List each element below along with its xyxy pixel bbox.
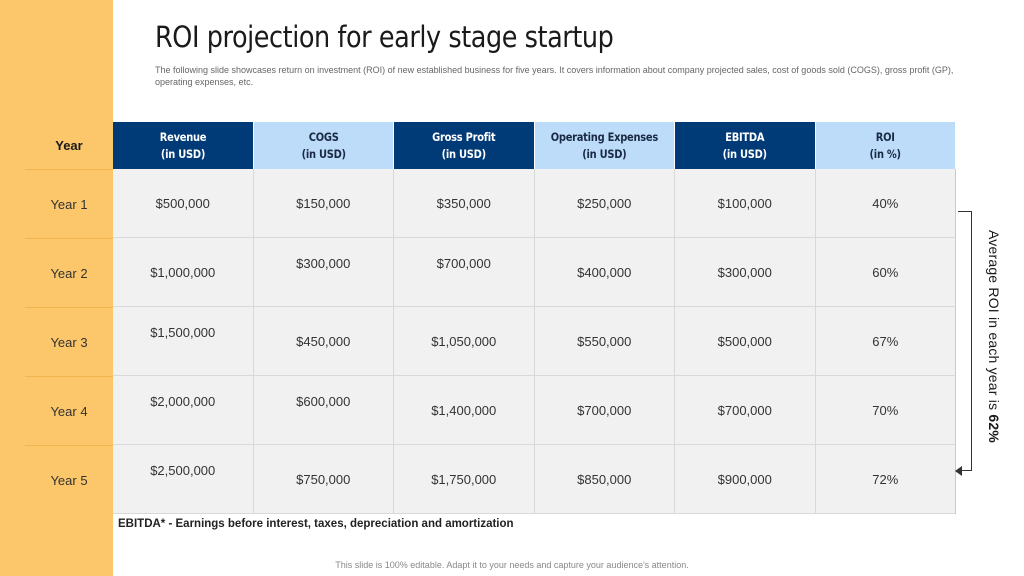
table-cell: $100,000: [675, 169, 816, 238]
table-cell: $750,000: [253, 445, 394, 514]
average-bracket: [958, 211, 972, 471]
table-cell: $300,000: [253, 238, 394, 307]
table-cell: $300,000: [675, 238, 816, 307]
average-roi-note: Average ROI in each year is 62%: [986, 230, 1002, 443]
table-cell: $150,000: [253, 169, 394, 238]
ebitda-footnote: EBITDA* - Earnings before interest, taxe…: [118, 518, 514, 530]
table-cell: $700,000: [534, 376, 675, 445]
roi-header: ROI (in %): [815, 122, 956, 169]
editable-note: This slide is 100% editable. Adapt it to…: [335, 560, 689, 570]
table-cell: 70%: [815, 376, 956, 445]
year-label: Year 4: [25, 376, 113, 445]
table-cell: $1,400,000: [394, 376, 535, 445]
table-cell: 72%: [815, 445, 956, 514]
table-cell: $900,000: [675, 445, 816, 514]
table-cell: $450,000: [253, 307, 394, 376]
average-roi-value: 62%: [986, 414, 1002, 443]
table-cell: $350,000: [394, 169, 535, 238]
table-cell: $400,000: [534, 238, 675, 307]
table-cell: 40%: [815, 169, 956, 238]
year-label: Year 2: [25, 238, 113, 307]
revenue-header: Revenue (in USD): [113, 122, 254, 169]
page-title: ROI projection for early stage startup: [155, 20, 614, 54]
table-cell: $700,000: [675, 376, 816, 445]
ebitda-header: EBITDA (in USD): [675, 122, 816, 169]
table-cell: $1,000,000: [113, 238, 254, 307]
year-column-header: Year: [25, 122, 113, 169]
table-cell: $850,000: [534, 445, 675, 514]
table-cell: $550,000: [534, 307, 675, 376]
table-cell: $600,000: [253, 376, 394, 445]
arrow-left-icon: [955, 466, 962, 476]
year-label: Year 3: [25, 307, 113, 376]
table-cell: 60%: [815, 238, 956, 307]
table-cell: $250,000: [534, 169, 675, 238]
gross-profit-header: Gross Profit (in USD): [394, 122, 535, 169]
roi-table: Year Revenue (in USD) COGS (in USD) Gross …: [25, 122, 956, 514]
year-label: Year 1: [25, 169, 113, 238]
table-cell: 67%: [815, 307, 956, 376]
table-cell: $2,500,000: [113, 445, 254, 514]
year-label: Year 5: [25, 445, 113, 514]
slide-description: The following slide showcases return on …: [155, 65, 954, 87]
table-cell: $700,000: [394, 238, 535, 307]
table-cell: $1,750,000: [394, 445, 535, 514]
operating-expenses-header: Operating Expenses (in USD): [534, 122, 675, 169]
cogs-header: COGS (in USD): [253, 122, 394, 169]
table-cell: $1,050,000: [394, 307, 535, 376]
table-cell: $1,500,000: [113, 307, 254, 376]
table-cell: $500,000: [113, 169, 254, 238]
table-cell: $2,000,000: [113, 376, 254, 445]
table-cell: $500,000: [675, 307, 816, 376]
